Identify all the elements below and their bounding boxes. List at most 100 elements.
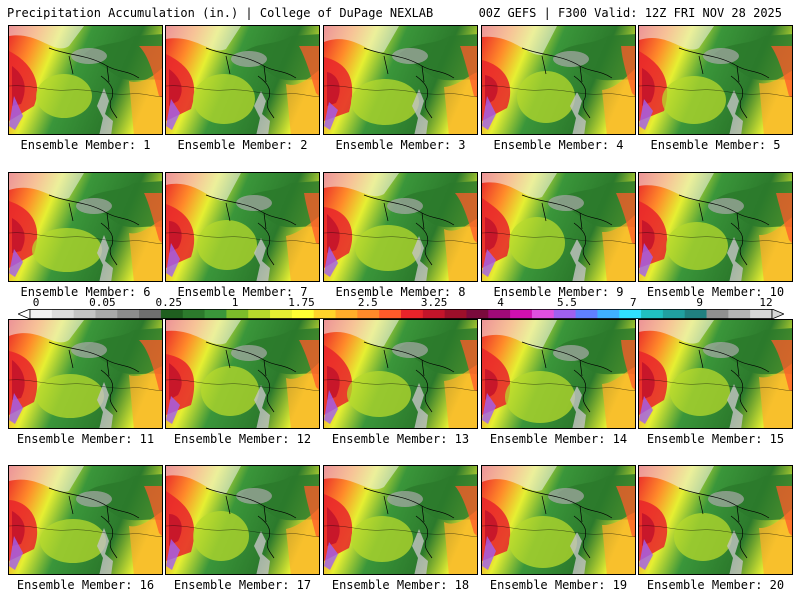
colorbar-swatch bbox=[95, 309, 118, 319]
colorbar-tick-label: 0.25 bbox=[155, 296, 182, 309]
ensemble-member-label: Ensemble Member: 9 bbox=[493, 285, 624, 299]
precip-map bbox=[323, 319, 478, 429]
colorbar-tick-label: 0 bbox=[32, 296, 40, 309]
ensemble-panel: Ensemble Member: 15 bbox=[638, 319, 793, 446]
precip-map bbox=[481, 465, 636, 575]
ensemble-member-label: Ensemble Member: 10 bbox=[646, 285, 785, 299]
colorbar-swatch bbox=[248, 309, 271, 319]
colorbar-swatch bbox=[182, 309, 206, 319]
colorbar-tick-label: 7 bbox=[629, 296, 637, 309]
ensemble-member-label: Ensemble Member: 11 bbox=[16, 432, 155, 446]
colorbar-swatch bbox=[117, 309, 140, 319]
colorbar-swatch bbox=[444, 309, 467, 319]
colorbar-swatch bbox=[139, 309, 162, 319]
ensemble-panel: Ensemble Member: 20 bbox=[638, 465, 793, 592]
colorbar-swatch bbox=[684, 309, 708, 319]
colorbar-min-arrow bbox=[18, 309, 31, 319]
ensemble-member-label: Ensemble Member: 14 bbox=[489, 432, 628, 446]
colorbar-swatch bbox=[728, 309, 751, 319]
colorbar-swatch bbox=[466, 309, 489, 319]
ensemble-member-label: Ensemble Member: 20 bbox=[646, 578, 785, 592]
precip-map bbox=[323, 172, 478, 282]
ensemble-panel: Ensemble Member: 10 bbox=[638, 172, 793, 299]
ensemble-member-label: Ensemble Member: 5 bbox=[650, 138, 781, 152]
ensemble-member-label: Ensemble Member: 1 bbox=[20, 138, 151, 152]
precip-map bbox=[481, 172, 636, 282]
ensemble-panel: Ensemble Member: 11 bbox=[8, 319, 163, 446]
model-valid-time: 00Z GEFS | F300 Valid: 12Z FRI NOV 28 20… bbox=[478, 6, 782, 20]
colorbar-swatch bbox=[51, 309, 75, 319]
colorbar-swatch bbox=[291, 309, 315, 319]
colorbar-tick-label: 9 bbox=[696, 296, 703, 309]
colorbar-swatch bbox=[313, 309, 337, 319]
ensemble-panel: Ensemble Member: 3 bbox=[323, 25, 478, 152]
ensemble-member-label: Ensemble Member: 4 bbox=[493, 138, 624, 152]
colorbar-swatch bbox=[422, 309, 446, 319]
precip-map bbox=[323, 25, 478, 135]
ensemble-panel: Ensemble Member: 4 bbox=[481, 25, 636, 152]
precip-map bbox=[638, 172, 793, 282]
precip-map bbox=[481, 25, 636, 135]
ensemble-member-label: Ensemble Member: 2 bbox=[177, 138, 308, 152]
colorbar-swatch bbox=[641, 309, 664, 319]
ensemble-member-label: Ensemble Member: 6 bbox=[20, 285, 151, 299]
colorbar-swatch bbox=[597, 309, 620, 319]
precip-map bbox=[165, 172, 320, 282]
colorbar-swatch bbox=[750, 309, 773, 319]
ensemble-panel: Ensemble Member: 8 bbox=[323, 172, 478, 299]
ensemble-member-label: Ensemble Member: 18 bbox=[331, 578, 470, 592]
precip-map bbox=[8, 319, 163, 429]
ensemble-panel: Ensemble Member: 9 bbox=[481, 172, 636, 299]
precip-map bbox=[165, 465, 320, 575]
ensemble-member-label: Ensemble Member: 16 bbox=[16, 578, 155, 592]
precip-map bbox=[638, 319, 793, 429]
colorbar-swatch bbox=[160, 309, 184, 319]
colorbar-swatch bbox=[335, 309, 358, 319]
precip-map bbox=[638, 25, 793, 135]
ensemble-panel: Ensemble Member: 18 bbox=[323, 465, 478, 592]
ensemble-panel: Ensemble Member: 14 bbox=[481, 319, 636, 446]
ensemble-panel: Ensemble Member: 12 bbox=[165, 319, 320, 446]
colorbar-swatch bbox=[270, 309, 293, 319]
precip-map bbox=[323, 465, 478, 575]
colorbar-max-arrow bbox=[771, 309, 784, 319]
colorbar-swatch bbox=[357, 309, 380, 319]
ensemble-member-label: Ensemble Member: 12 bbox=[173, 432, 312, 446]
precip-map bbox=[165, 25, 320, 135]
ensemble-member-label: Ensemble Member: 3 bbox=[335, 138, 466, 152]
ensemble-member-label: Ensemble Member: 8 bbox=[335, 285, 466, 299]
ensemble-member-label: Ensemble Member: 19 bbox=[489, 578, 628, 592]
colorbar-tick-label: 1 bbox=[231, 296, 239, 309]
colorbar-swatch bbox=[379, 309, 402, 319]
colorbar-swatch bbox=[204, 309, 227, 319]
ensemble-member-label: Ensemble Member: 7 bbox=[177, 285, 308, 299]
colorbar-swatch bbox=[510, 309, 533, 319]
product-title: Precipitation Accumulation (in.) | Colle… bbox=[7, 6, 434, 20]
colorbar-tick-label: 1.75 bbox=[288, 296, 315, 309]
ensemble-panel: Ensemble Member: 17 bbox=[165, 465, 320, 592]
colorbar-swatch bbox=[531, 309, 555, 319]
ensemble-panel: Ensemble Member: 13 bbox=[323, 319, 478, 446]
ensemble-panel: Ensemble Member: 7 bbox=[165, 172, 320, 299]
ensemble-panel: Ensemble Member: 6 bbox=[8, 172, 163, 299]
ensemble-panel: Ensemble Member: 19 bbox=[481, 465, 636, 592]
ensemble-panel: Ensemble Member: 2 bbox=[165, 25, 320, 152]
ensemble-member-label: Ensemble Member: 13 bbox=[331, 432, 470, 446]
colorbar-swatch bbox=[401, 309, 424, 319]
precip-map bbox=[481, 319, 636, 429]
colorbar-tick-label: 12 bbox=[759, 296, 773, 309]
colorbar-tick-label: 5.5 bbox=[556, 296, 577, 309]
colorbar-swatch bbox=[30, 309, 53, 319]
precip-map bbox=[8, 25, 163, 135]
colorbar-swatch bbox=[619, 309, 642, 319]
precip-map bbox=[165, 319, 320, 429]
ensemble-member-label: Ensemble Member: 15 bbox=[646, 432, 785, 446]
colorbar-tick-label: 2.5 bbox=[357, 296, 378, 309]
colorbar-swatch bbox=[488, 309, 511, 319]
colorbar-swatch bbox=[575, 309, 598, 319]
precip-map bbox=[638, 465, 793, 575]
colorbar-tick-label: 3.25 bbox=[420, 296, 448, 309]
ensemble-panel: Ensemble Member: 16 bbox=[8, 465, 163, 592]
colorbar-tick-labels: 0 0.05 0.25 1 1.75 2.5 3.25 4 5.5 7 9 12 bbox=[18, 297, 784, 309]
ensemble-member-label: Ensemble Member: 17 bbox=[173, 578, 312, 592]
